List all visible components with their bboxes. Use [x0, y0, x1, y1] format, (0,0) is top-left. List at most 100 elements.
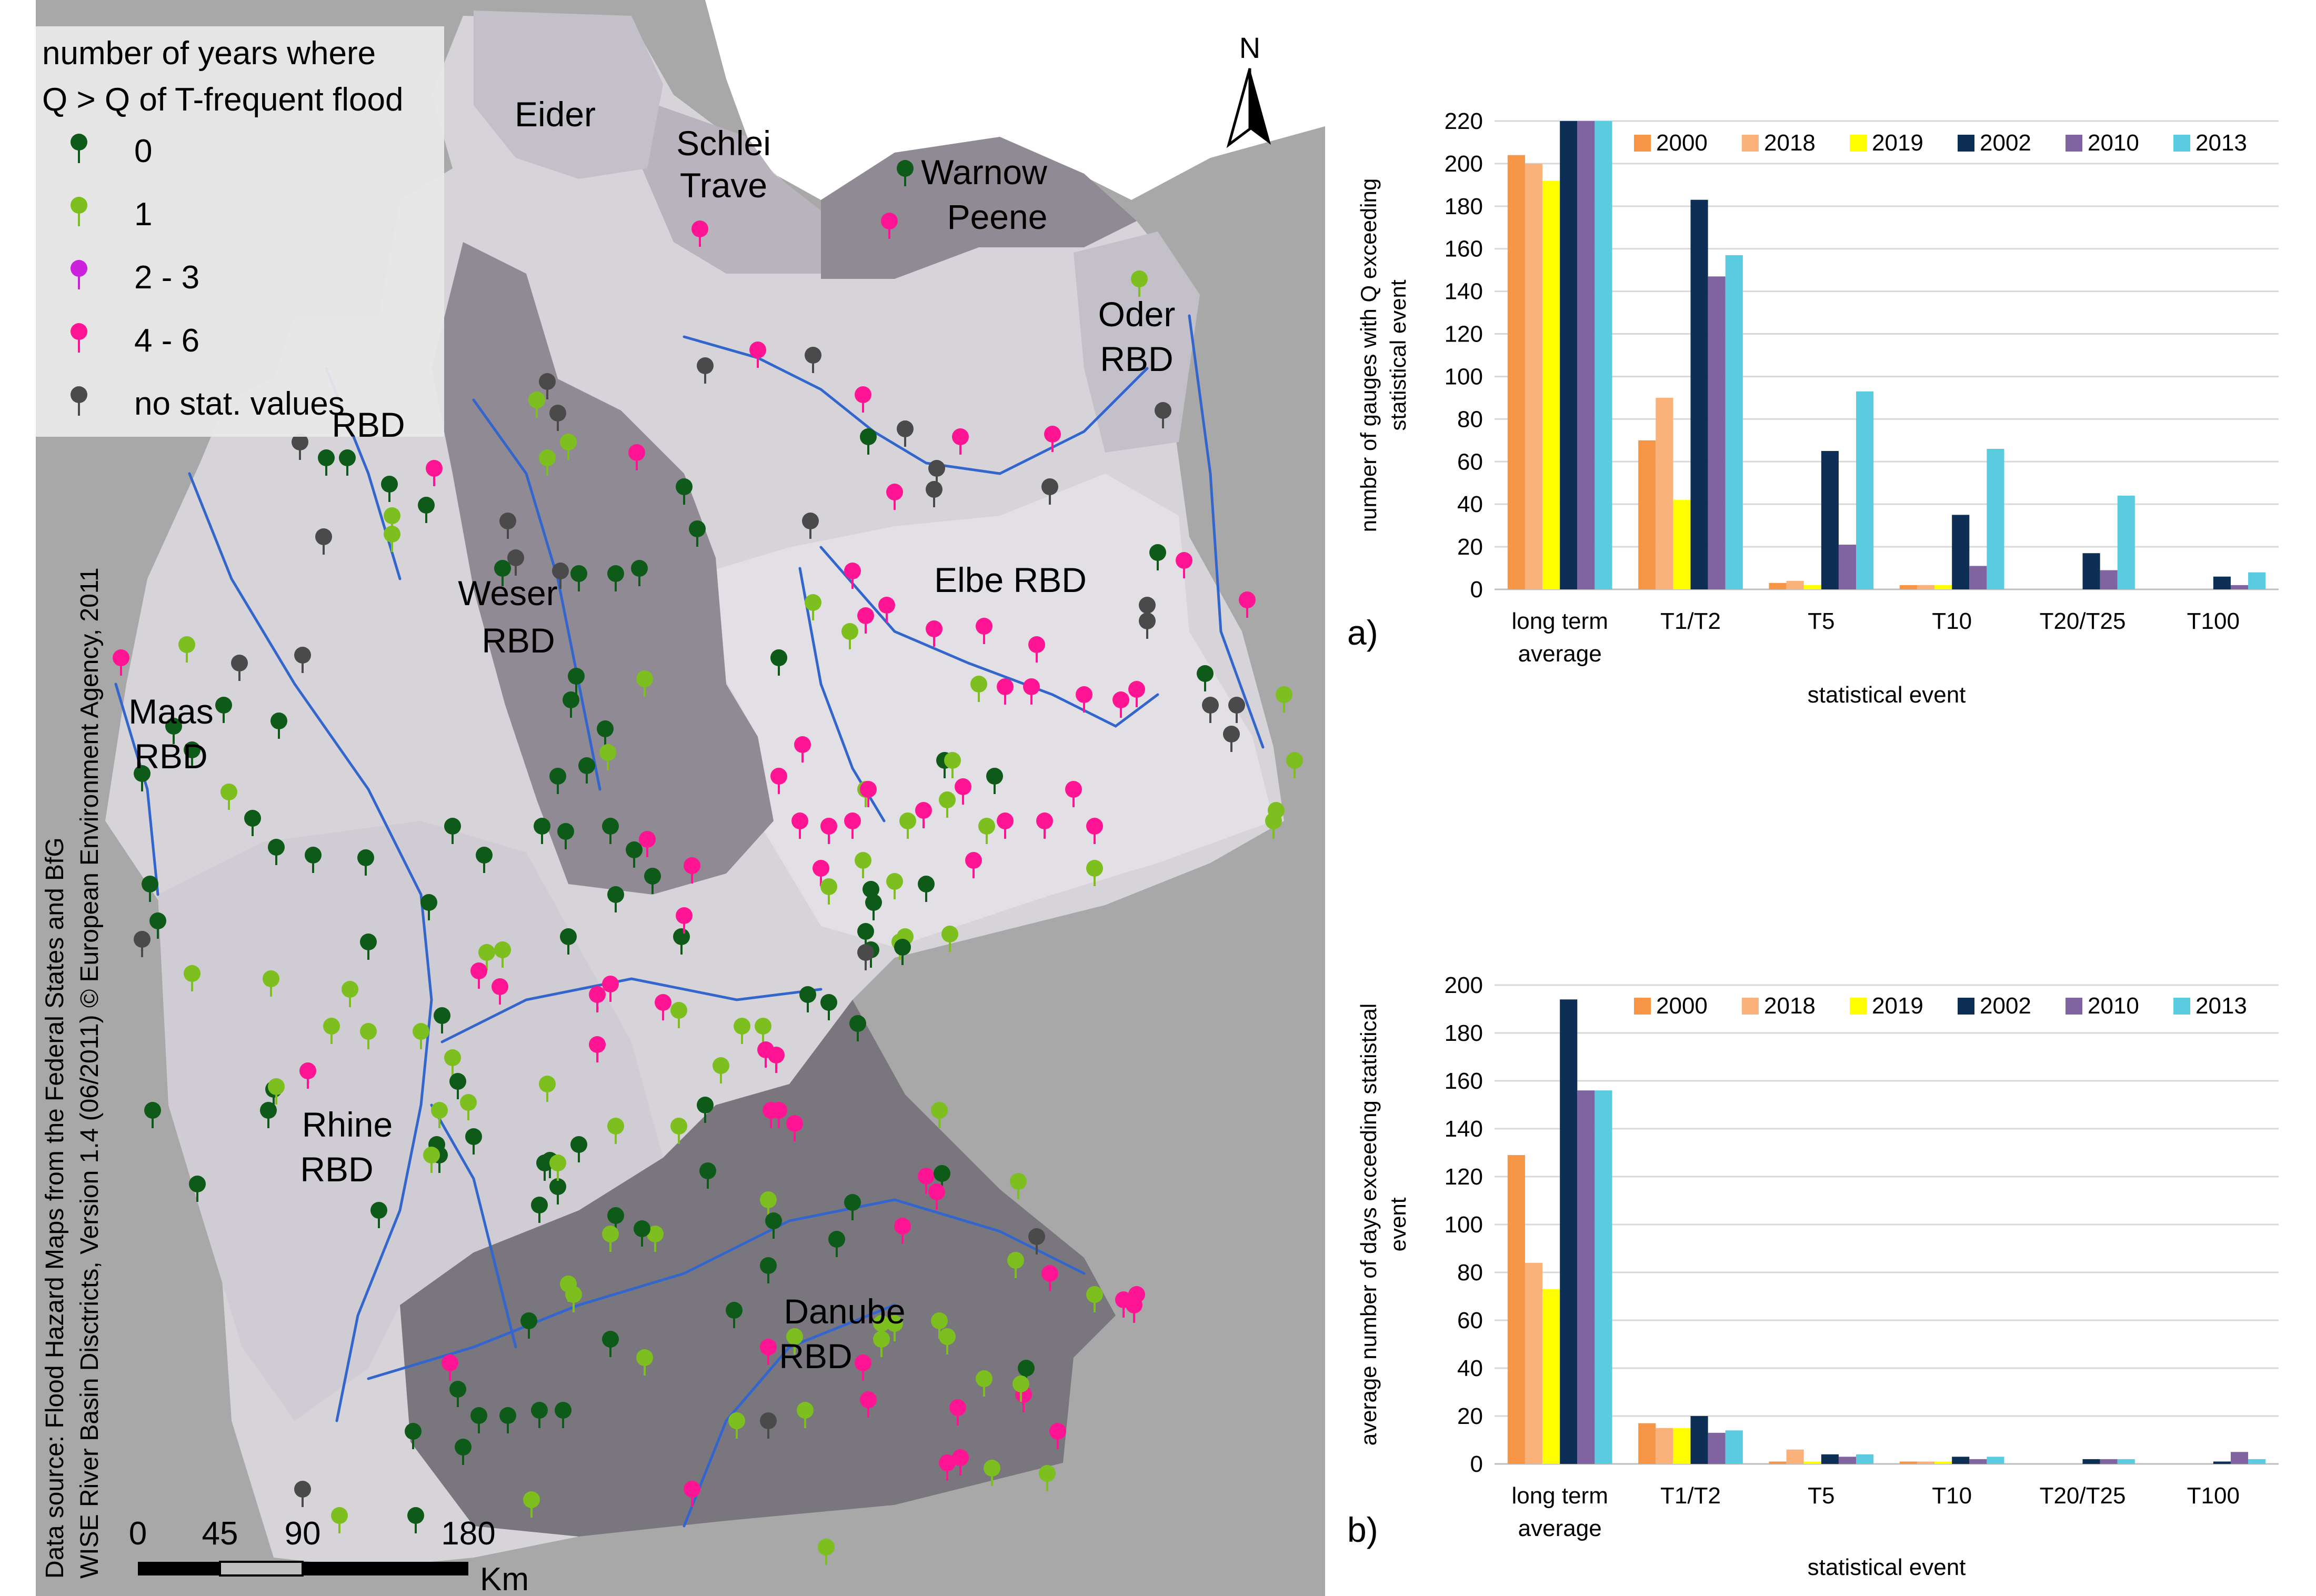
legend-swatch-2002	[1958, 998, 1974, 1015]
gauge-pin	[949, 1399, 966, 1416]
label-rhine-rbd: RBD	[300, 1150, 373, 1189]
gauge-pin	[1239, 591, 1256, 608]
gauge-pin	[918, 876, 935, 892]
gauge-pin	[647, 1226, 664, 1242]
gauge-pin	[602, 976, 619, 992]
schlei-trave-region	[642, 105, 821, 274]
bar-2018-1	[1656, 397, 1673, 589]
x-tick-label: T100	[2187, 608, 2240, 634]
gauge-pin	[405, 1423, 422, 1440]
river-main	[440, 977, 823, 1043]
gauge-pin	[873, 1331, 890, 1348]
bar-2018-3	[1917, 1461, 1935, 1464]
gauge-pin	[597, 720, 614, 737]
gauge-pin	[549, 1178, 566, 1195]
gauge-pin	[1139, 613, 1156, 629]
scale-bar: 0 45 90 180 Km	[129, 1515, 529, 1596]
gauge-pin	[507, 549, 524, 566]
y-tick-label: 120	[1445, 322, 1483, 347]
gauge-pin	[607, 1118, 624, 1135]
panel-label: a)	[1347, 613, 1378, 652]
bar-2000-0	[1507, 1155, 1525, 1464]
source-line2: WISE River Basin Disctricts, Version 1.4…	[76, 567, 104, 1579]
gauge-pin	[770, 768, 787, 785]
gauge-pin	[149, 912, 166, 929]
bar-2002-2	[1821, 1454, 1839, 1464]
legend-label-2018: 2018	[1764, 130, 1816, 156]
gauge-pin	[1268, 802, 1285, 819]
bar-2010-1	[1708, 1432, 1726, 1464]
gauge-pin	[607, 565, 624, 582]
bar-2018-0	[1525, 1262, 1543, 1464]
gauge-pin	[639, 831, 656, 848]
bar-2019-2	[1803, 585, 1821, 589]
gauge-pin	[894, 1218, 911, 1234]
bar-2010-1	[1708, 276, 1726, 589]
bar-2018-0	[1525, 163, 1543, 590]
north-arrow-right	[1250, 68, 1271, 145]
scale-segment-2	[219, 1561, 304, 1577]
gauge-pin	[1076, 686, 1092, 703]
legend-title-line2: Q > Q of T-frequent flood	[42, 82, 403, 118]
gauge-pin	[434, 1007, 450, 1024]
gauge-pin	[539, 449, 556, 466]
gauge-pin	[713, 1057, 729, 1074]
chart-a: 0 20 40 60 80 100 120 140 160 180 200 220 long term a…	[1347, 108, 2279, 708]
gauge-pin	[1018, 1360, 1035, 1377]
gauge-pin	[878, 597, 895, 614]
scale-segment-3	[303, 1562, 468, 1575]
x-tick-label: T20/T25	[2040, 608, 2126, 634]
chart-legend: 2000 2018 2019 2002 2010 2013	[1634, 130, 2247, 156]
gauge-pin	[318, 449, 335, 466]
gauge-pin	[873, 1315, 890, 1332]
bar-2000-0	[1507, 155, 1525, 589]
gauge-pin	[494, 941, 511, 958]
gauge-pin	[886, 1315, 903, 1332]
bar-2013-2	[1856, 1454, 1874, 1464]
gauge-pin	[820, 878, 837, 895]
legend-label-2018: 2018	[1764, 993, 1816, 1019]
legend-pin-light-green	[71, 197, 87, 214]
gauge-pin	[444, 818, 461, 835]
gauge-pin	[820, 818, 837, 835]
gauge-pin	[626, 841, 643, 858]
y-axis-label: average number of days exceeding statist…	[1356, 1003, 1410, 1446]
gauge-pin	[1028, 1228, 1045, 1245]
legend-item-4: no stat. values	[71, 386, 345, 422]
gauge-pin	[899, 812, 916, 829]
bar-2000-3	[1899, 585, 1917, 589]
bar-2000-2	[1769, 583, 1787, 589]
gauge-pin	[184, 741, 200, 758]
gauge-pin	[802, 513, 819, 529]
chart-b: 0 20 40 60 80 100 120 140 160 180 200 long term aver…	[1347, 972, 2279, 1580]
gauge-pin	[820, 994, 837, 1011]
label-oder-rbd: RBD	[1100, 339, 1173, 378]
bar-2002-1	[1690, 199, 1708, 589]
gauge-pin	[478, 944, 495, 961]
bar-2013-5	[2248, 1459, 2266, 1464]
gauge-pin	[418, 497, 435, 514]
gauge-pin	[918, 1168, 935, 1185]
y-tick-label: 100	[1445, 364, 1483, 389]
gauge-pin	[1086, 818, 1103, 835]
gauge-pin	[520, 1312, 537, 1329]
gauge-pin	[534, 818, 550, 835]
panel-label: b)	[1347, 1510, 1378, 1549]
gauge-pin	[420, 894, 437, 911]
gauge-pin	[926, 620, 943, 637]
scale-label-45: 45	[202, 1515, 238, 1552]
gauge-pin	[1023, 678, 1040, 695]
river-oder	[1188, 314, 1265, 749]
bar-2010-5	[2230, 585, 2249, 589]
legend-swatch-2013	[2173, 998, 2190, 1015]
gauge-pin	[570, 1136, 587, 1153]
gauge-pin	[1176, 552, 1192, 569]
legend-item-2: 2 - 3	[71, 259, 199, 296]
bar-2013-1	[1725, 1430, 1743, 1464]
gauge-pin	[760, 1191, 777, 1208]
gauge-pin	[760, 1339, 777, 1356]
gauge-pin	[728, 1412, 745, 1429]
legend-label-3: 4 - 6	[134, 323, 199, 359]
label-danube-rbd: RBD	[779, 1337, 852, 1376]
